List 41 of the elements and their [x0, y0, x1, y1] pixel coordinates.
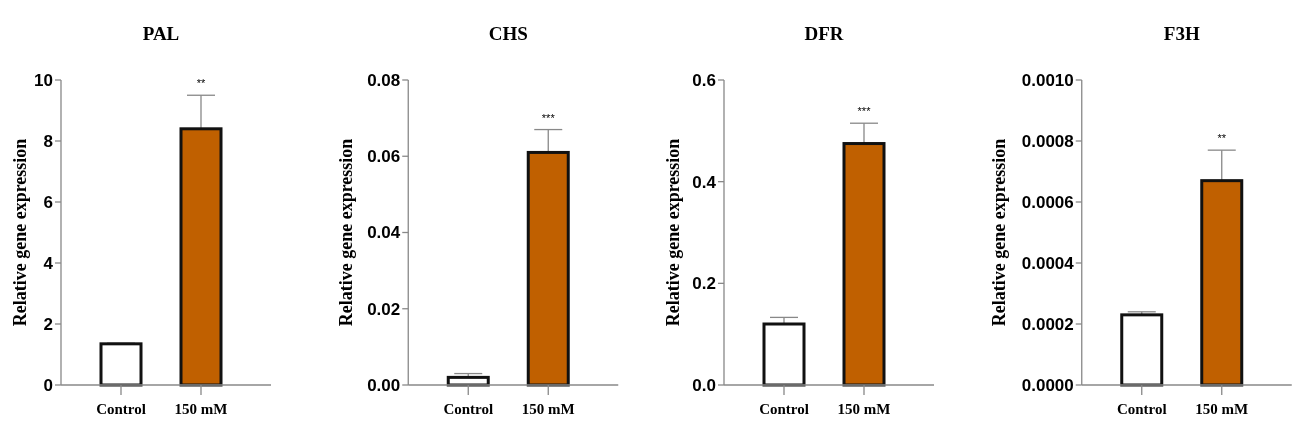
- x-tick-label: 150 mM: [174, 401, 228, 417]
- y-tick-label: 0.0004: [1021, 253, 1075, 273]
- y-tick-label: 0.00: [367, 375, 401, 395]
- chart-title: PAL: [142, 23, 180, 44]
- y-tick-label: 0.08: [367, 70, 401, 90]
- chart-title: F3H: [1163, 23, 1200, 44]
- y-axis-title: Relative gene expression: [662, 138, 683, 327]
- x-tick-label: Control: [96, 401, 146, 417]
- y-tick-label: 0.0008: [1021, 131, 1074, 151]
- y-tick-label: 0.0002: [1021, 314, 1074, 334]
- chart-title: DFR: [804, 23, 844, 44]
- y-axis-title: Relative gene expression: [10, 138, 30, 327]
- y-tick-label: 2: [43, 314, 53, 334]
- y-tick-label: 0.0000: [1021, 375, 1074, 395]
- x-tick-label: 150 mM: [521, 401, 575, 417]
- y-tick-label: 6: [43, 192, 53, 212]
- annotation: ***: [857, 105, 872, 118]
- y-tick-label: 0.0006: [1021, 192, 1074, 212]
- annotation: **: [196, 77, 206, 90]
- annotation: ***: [541, 111, 556, 124]
- annotation: **: [1217, 132, 1227, 145]
- y-tick-label: 8: [43, 131, 53, 151]
- y-tick-label: 0.04: [367, 223, 401, 243]
- chart-title: CHS: [488, 23, 528, 44]
- x-tick-label: Control: [443, 401, 494, 417]
- y-axis-title: Relative gene expression: [988, 138, 1009, 327]
- y-axis-title: Relative gene expression: [336, 138, 357, 327]
- y-tick-label: 0.4: [692, 172, 717, 192]
- y-tick-label: 0: [43, 375, 53, 395]
- y-tick-label: 10: [34, 70, 53, 90]
- y-tick-label: 4: [43, 253, 54, 273]
- y-tick-label: 0.6: [692, 70, 716, 90]
- y-tick-label: 0.0010: [1021, 70, 1074, 90]
- y-tick-label: 0.2: [692, 274, 716, 294]
- x-tick-label: Control: [1116, 401, 1167, 417]
- y-tick-label: 0.02: [367, 299, 401, 319]
- y-tick-label: 0.0: [692, 375, 716, 395]
- x-tick-label: 150 mM: [1195, 401, 1249, 417]
- y-tick-label: 0.06: [367, 147, 401, 167]
- x-tick-label: Control: [759, 401, 809, 417]
- x-tick-label: 150 mM: [837, 401, 891, 417]
